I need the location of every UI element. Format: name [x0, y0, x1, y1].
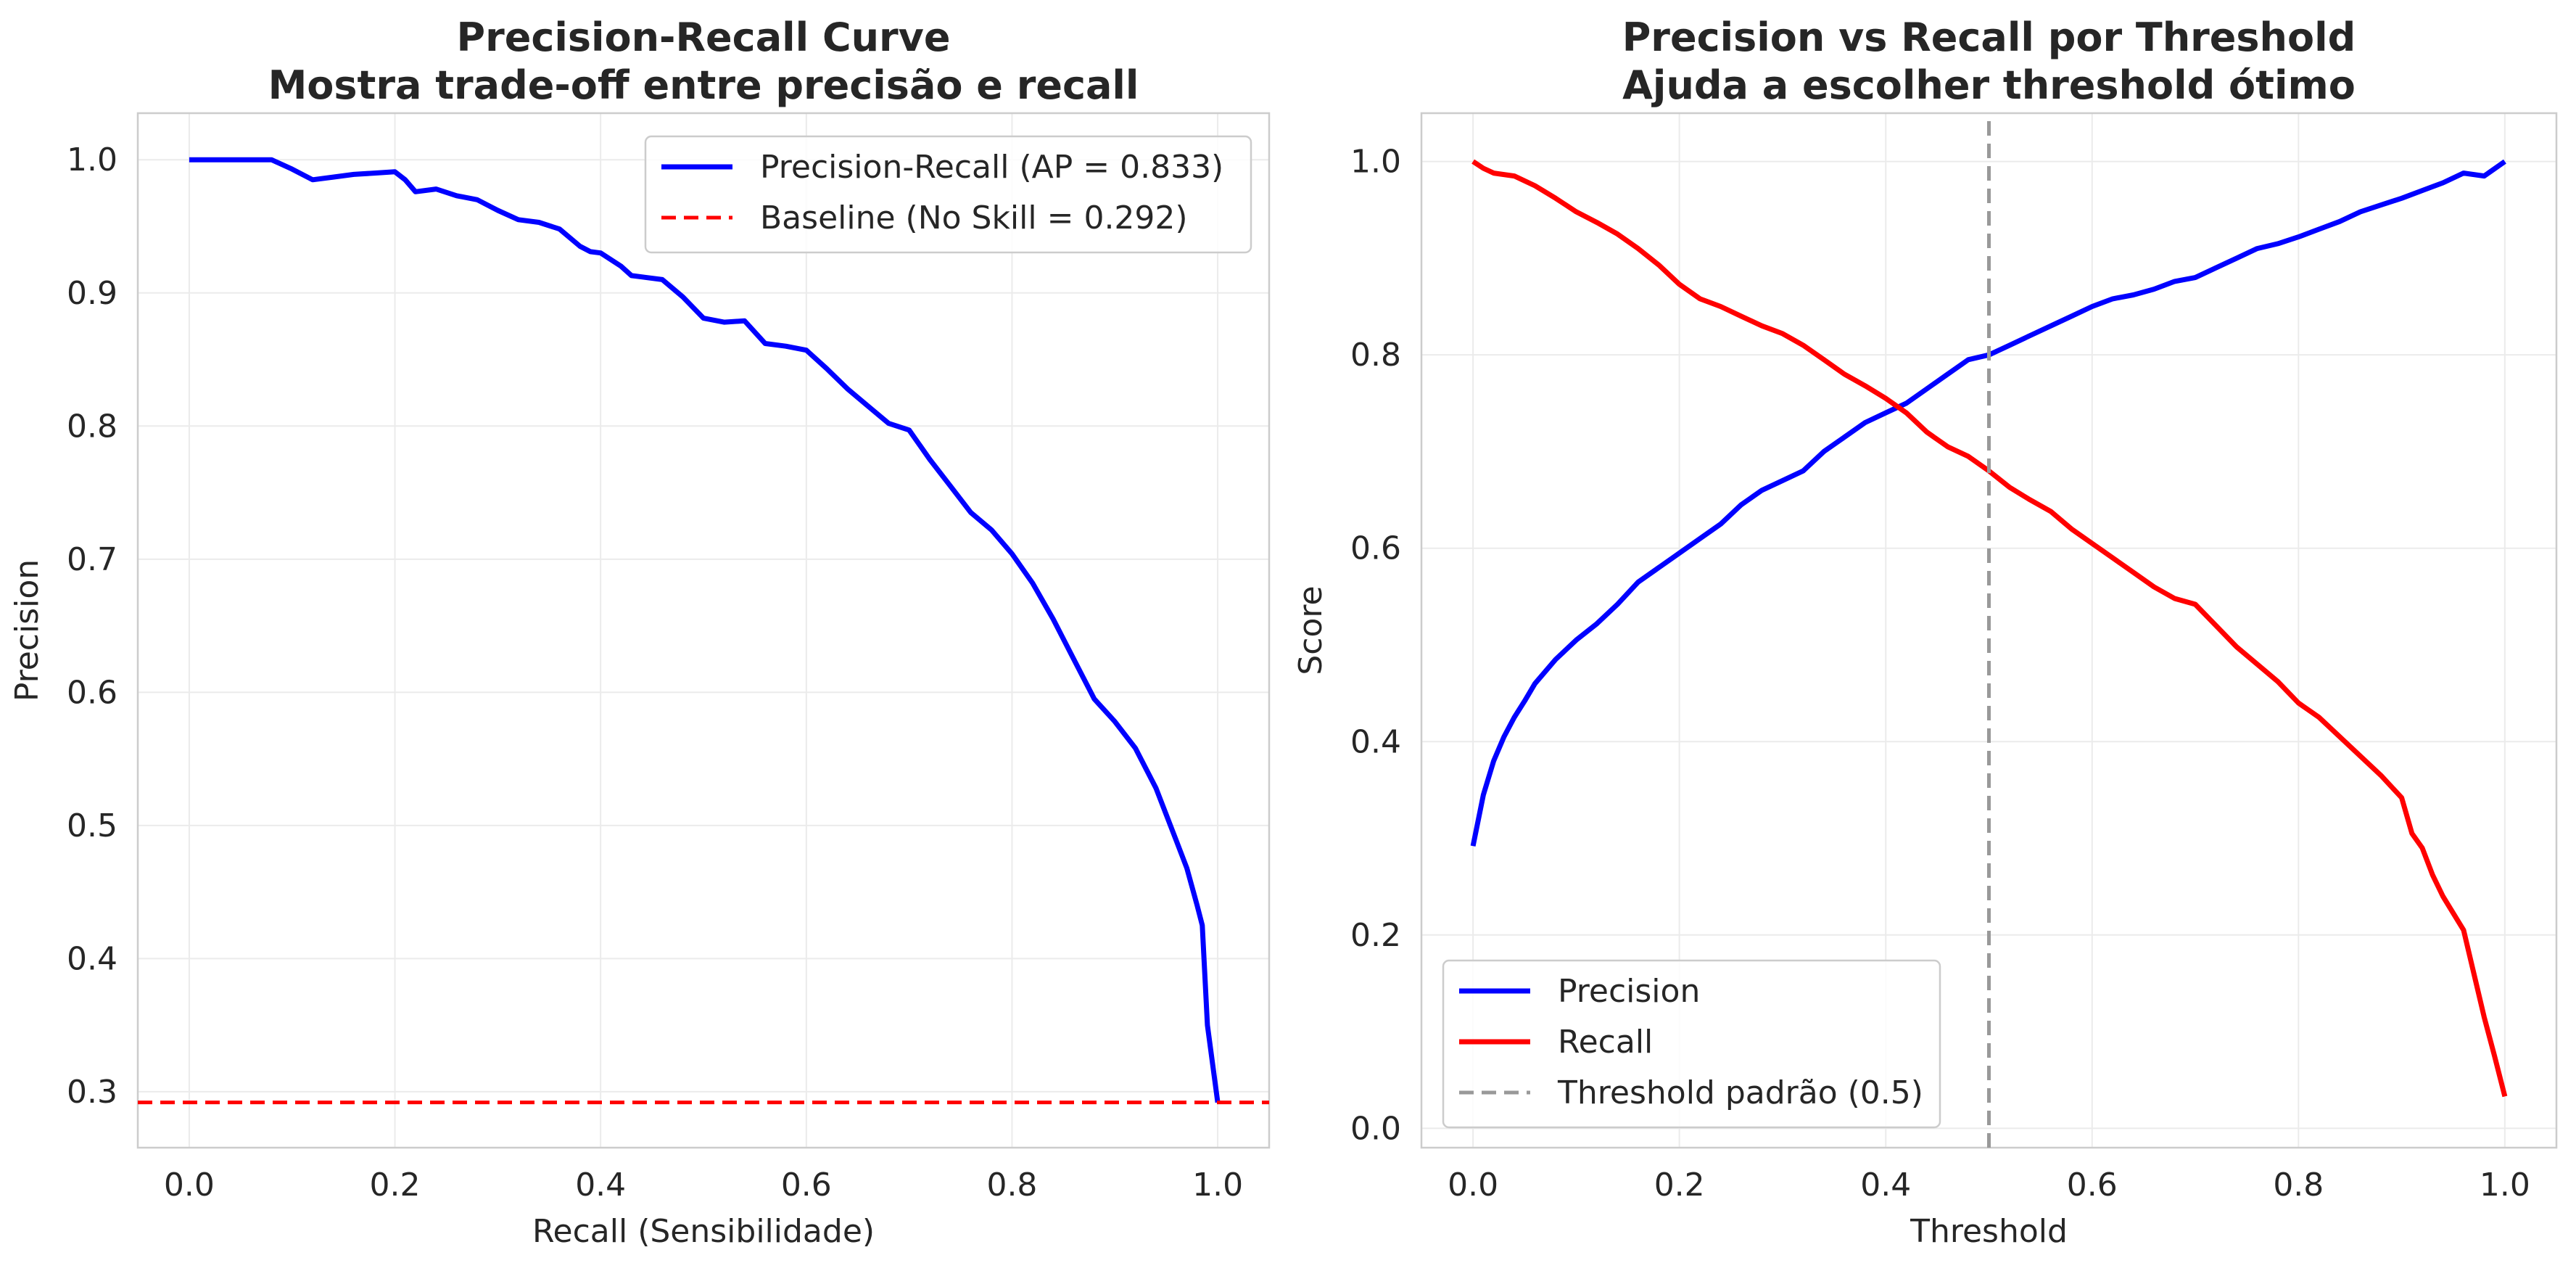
y-tick-label: 0.9: [67, 275, 117, 312]
y-tick-label: 0.4: [67, 940, 117, 977]
x-tick-label: 0.8: [2273, 1167, 2324, 1204]
chart-title-line-2: Mostra trade-off entre precisão e recall: [268, 62, 1139, 108]
y-axis-label: Precision: [9, 559, 46, 702]
chart-title-line-1: Precision-Recall Curve: [457, 15, 951, 60]
x-tick-label: 0.2: [370, 1167, 421, 1204]
legend: Precision Recall Threshold padrão (0.5): [1442, 959, 1941, 1129]
series-line-recall: [1471, 159, 2508, 1098]
x-tick-label: 0.4: [1860, 1167, 1911, 1204]
x-tick-label: 0.6: [781, 1167, 832, 1204]
y-tick-label: 0.8: [67, 408, 117, 445]
y-tick-label: 0.6: [1350, 530, 1401, 567]
x-tick-label: 1.0: [2480, 1167, 2530, 1204]
x-tick-labels: 0.0 0.2 0.4 0.6 0.8 1.0: [1448, 1167, 2530, 1204]
y-tick-label: 0.5: [67, 807, 117, 844]
chart-title-line-2: Ajuda a escolher threshold ótimo: [1622, 62, 2356, 108]
x-tick-label: 0.0: [1448, 1167, 1498, 1204]
y-tick-label: 0.8: [1350, 337, 1401, 374]
y-tick-label: 0.7: [67, 541, 117, 578]
series-lines: [138, 157, 1269, 1105]
series-line-precision-recall-ap-0-833: [189, 157, 1221, 1103]
y-axis-label: Score: [1292, 585, 1329, 675]
x-tick-label: 1.0: [1192, 1167, 1243, 1204]
y-tick-labels: 0.3 0.4 0.5 0.6 0.7 0.8 0.9 1.0: [67, 141, 117, 1111]
x-tick-labels: 0.0 0.2 0.4 0.6 0.8 1.0: [164, 1167, 1243, 1204]
x-tick-label: 0.2: [1654, 1167, 1705, 1204]
y-tick-label: 0.6: [67, 674, 117, 711]
legend-label-precision: Precision: [1558, 973, 1700, 1010]
x-tick-label: 0.0: [164, 1167, 215, 1204]
chart-title-line-1: Precision vs Recall por Threshold: [1622, 15, 2356, 60]
legend: Precision-Recall (AP = 0.833) Baseline (N…: [644, 135, 1252, 254]
y-tick-label: 0.4: [1350, 723, 1401, 760]
legend-box: [644, 135, 1252, 254]
series-line-precision: [1470, 159, 2506, 847]
y-tick-label: 0.3: [67, 1074, 117, 1111]
y-tick-label: 1.0: [1350, 144, 1401, 181]
precision-recall-chart: 0.0 0.2 0.4 0.6 0.8 1.0 0.3 0.4 0.5 0.6 0.7 0.8 0.9…: [9, 15, 1271, 1250]
series-lines: [1470, 113, 2508, 1148]
legend-label-threshold-padr-o-0-5: Threshold padrão (0.5): [1557, 1074, 1923, 1111]
legend-label-precision-recall-ap-0-833: Precision-Recall (AP = 0.833): [760, 149, 1223, 186]
legend-label-recall: Recall: [1558, 1024, 1653, 1061]
x-tick-label: 0.4: [575, 1167, 626, 1204]
legend-label-baseline-no-skill-0-292: Baseline (No Skill = 0.292): [760, 200, 1188, 236]
threshold-chart: 0.0 0.2 0.4 0.6 0.8 1.0 0.0 0.2 0.4 0.6 0.8 1.0 Pr…: [1292, 15, 2558, 1250]
x-axis-label: Recall (Sensibilidade): [532, 1213, 875, 1250]
x-axis-label: Threshold: [1910, 1213, 2068, 1250]
x-tick-label: 0.8: [986, 1167, 1037, 1204]
x-tick-label: 0.6: [2067, 1167, 2118, 1204]
y-tick-label: 0.0: [1350, 1110, 1401, 1147]
y-tick-label: 1.0: [67, 141, 117, 178]
y-tick-label: 0.2: [1350, 917, 1401, 954]
legend-box: [1442, 959, 1941, 1129]
y-tick-labels: 0.0 0.2 0.4 0.6 0.8 1.0: [1350, 144, 1401, 1148]
plot-frame: [136, 112, 1271, 1149]
